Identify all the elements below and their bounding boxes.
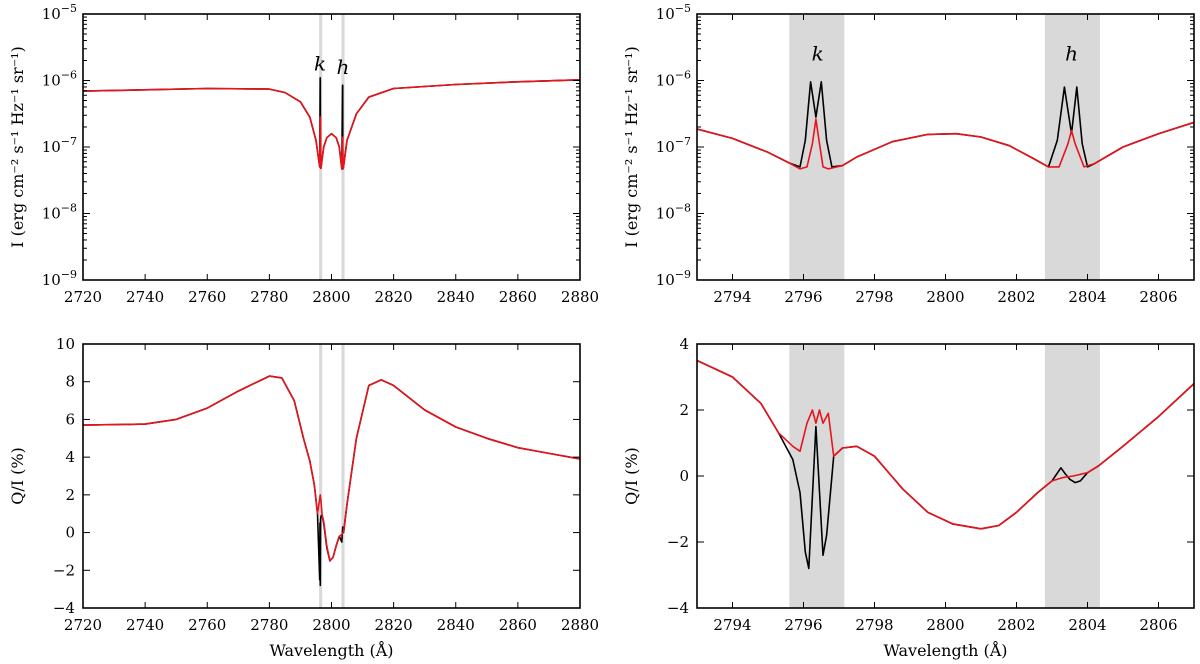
line-label-k: k (812, 42, 824, 66)
x-tick-label: 2800 (312, 288, 350, 306)
x-tick-label: 2840 (437, 616, 475, 634)
y-tick-label: 10−5 (656, 2, 691, 23)
x-axis-label: Wavelength (Å) (269, 640, 393, 660)
x-tick-label: 2798 (855, 288, 893, 306)
y-tick-label: 10−5 (42, 2, 77, 23)
y-tick-label: 0 (65, 524, 75, 542)
x-tick-label: 2780 (250, 288, 288, 306)
x-axis-label: Wavelength (Å) (883, 640, 1007, 660)
x-tick-label: 2880 (561, 288, 599, 306)
y-tick-label: 10 (56, 335, 75, 353)
x-tick-label: 2780 (250, 616, 288, 634)
series-line-black (83, 77, 580, 170)
x-tick-label: 2860 (499, 288, 537, 306)
y-tick-label: 4 (679, 335, 689, 353)
x-tick-label: 2802 (997, 288, 1035, 306)
shaded-band-0 (789, 14, 845, 280)
panel-top-right: 2794 2796 2798 2800 2802 2804 2806 10−9 10−8 10−7… (622, 2, 1195, 306)
series-line-red (83, 375, 580, 562)
shaded-band-1 (1044, 14, 1100, 280)
x-tick-label: 2840 (437, 288, 475, 306)
series-line-red (697, 359, 1194, 530)
y-tick-label: 10−9 (656, 268, 691, 289)
x-tick-label: 2800 (312, 616, 350, 634)
y-tick-label: 4 (65, 448, 75, 466)
x-tick-label: 2740 (126, 616, 164, 634)
x-tick-label: 2820 (375, 616, 413, 634)
y-tick-label: 10−8 (42, 202, 77, 223)
y-axis-label: Q/I (%) (8, 447, 27, 505)
y-tick-label: 10−6 (42, 69, 77, 90)
y-axis-label: I (erg cm⁻² s⁻¹ Hz⁻¹ sr⁻¹) (622, 46, 641, 248)
x-tick-label: 2804 (1068, 616, 1106, 634)
x-tick-label: 2806 (1139, 616, 1177, 634)
x-tick-label: 2720 (64, 616, 102, 634)
shaded-band-0 (319, 344, 323, 608)
y-tick-label: 2 (679, 401, 689, 419)
y-tick-label: 0 (679, 467, 689, 485)
series-line-red (697, 118, 1194, 170)
y-tick-label: −4 (667, 599, 689, 617)
y-tick-label: 10−9 (42, 268, 77, 289)
plot-frame (82, 13, 581, 281)
y-axis-label: Q/I (%) (622, 447, 641, 505)
x-tick-label: 2804 (1068, 288, 1106, 306)
y-tick-label: 10−7 (656, 135, 691, 156)
y-tick-label: −4 (53, 599, 75, 617)
x-tick-label: 2800 (926, 616, 964, 634)
series-line-black (697, 359, 1194, 570)
x-tick-label: 2800 (926, 288, 964, 306)
plot-frame (696, 343, 1195, 609)
x-tick-label: 2860 (499, 616, 537, 634)
y-tick-label: −2 (53, 561, 75, 579)
x-tick-label: 2802 (997, 616, 1035, 634)
y-tick-label: 10−6 (656, 69, 691, 90)
x-tick-label: 2806 (1139, 288, 1177, 306)
line-label-h: h (337, 55, 350, 79)
shaded-band-1 (341, 344, 345, 608)
line-label-h: h (1065, 42, 1078, 66)
y-tick-label: 6 (65, 410, 75, 428)
x-tick-label: 2796 (784, 288, 822, 306)
panel-top-left: 2720 2740 2760 2780 2800 2820 2840 2860 2880 10−9… (8, 2, 599, 306)
x-tick-label: 2740 (126, 288, 164, 306)
y-tick-label: 10−8 (656, 202, 691, 223)
panel-bottom-left: 2720 2740 2760 2780 2800 2820 2840 2860 2880−4−2… (8, 335, 599, 660)
x-tick-label: 2794 (713, 288, 751, 306)
series-line-red (83, 79, 580, 170)
series-line-black (83, 375, 580, 587)
y-tick-label: −2 (667, 533, 689, 551)
x-tick-label: 2794 (713, 616, 751, 634)
y-axis-label: I (erg cm⁻² s⁻¹ Hz⁻¹ sr⁻¹) (8, 46, 27, 248)
x-tick-label: 2880 (561, 616, 599, 634)
y-tick-label: 8 (65, 373, 75, 391)
shaded-band-0 (789, 344, 845, 608)
panel-bottom-right: 2794 2796 2798 2800 2802 2804 2806 −4 −2 0 2 4 Wavel… (622, 335, 1195, 660)
plot-frame (696, 13, 1195, 281)
x-tick-label: 2720 (64, 288, 102, 306)
x-tick-label: 2796 (784, 616, 822, 634)
x-tick-label: 2820 (375, 288, 413, 306)
x-tick-label: 2760 (188, 288, 226, 306)
x-tick-label: 2798 (855, 616, 893, 634)
line-label-k: k (314, 52, 326, 76)
y-tick-label: 2 (65, 486, 75, 504)
y-tick-label: 10−7 (42, 135, 77, 156)
x-tick-label: 2760 (188, 616, 226, 634)
plot-frame (82, 343, 581, 609)
